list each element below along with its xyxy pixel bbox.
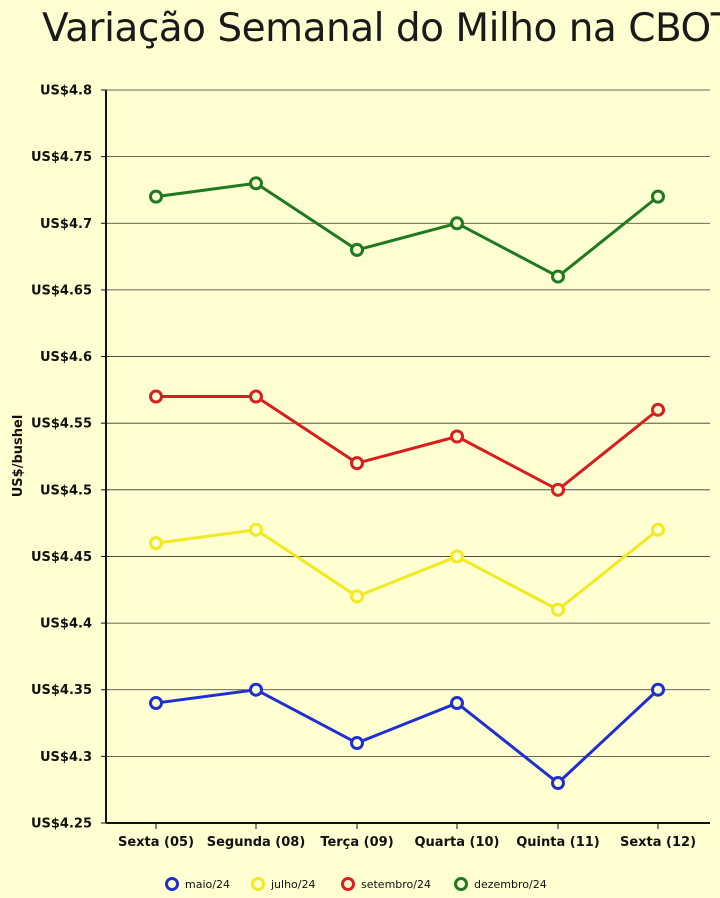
x-tick-label: Segunda (08) [207, 835, 306, 850]
data-point[interactable] [450, 216, 464, 231]
series-line [155, 181, 659, 279]
legend-item[interactable]: setembro/24 [341, 877, 432, 891]
series-line [155, 528, 659, 612]
data-point[interactable] [450, 429, 464, 444]
legend-label: setembro/24 [361, 878, 431, 891]
y-tick-label: US$4.4 [40, 617, 92, 632]
data-point[interactable] [350, 456, 364, 471]
data-point[interactable] [350, 242, 364, 257]
data-point[interactable] [651, 402, 665, 417]
data-point[interactable] [149, 389, 163, 404]
legend-marker [251, 877, 265, 891]
x-tick-label: Quinta (11) [516, 835, 600, 850]
data-point[interactable] [651, 682, 665, 697]
legend-marker [341, 877, 355, 891]
gridlines [106, 89, 710, 824]
legend-label: maio/24 [185, 878, 230, 891]
y-tick-label: US$4.7 [40, 217, 92, 232]
series-line [155, 688, 660, 785]
legend-label: julho/24 [270, 878, 316, 891]
data-point[interactable] [249, 176, 263, 191]
series-lines [149, 176, 665, 791]
data-point[interactable] [551, 269, 565, 284]
chart-title: Variação Semanal do Milho na CBOT [42, 6, 720, 51]
y-tick-label: US$4.45 [31, 550, 92, 565]
y-tick-label: US$4.35 [31, 683, 92, 698]
series-line [156, 395, 659, 492]
series-setembro-24 [149, 389, 665, 497]
y-axis-label: US$/bushel [11, 415, 26, 498]
x-tick-label: Terça (09) [320, 835, 393, 850]
data-point[interactable] [149, 189, 163, 204]
series-julho-24 [149, 522, 665, 617]
data-point[interactable] [551, 482, 565, 497]
legend-item[interactable]: julho/24 [251, 877, 316, 891]
x-tick-label: Sexta (05) [118, 835, 194, 850]
legend-item[interactable]: dezembro/24 [454, 877, 547, 891]
y-tick-label: US$4.55 [31, 417, 92, 432]
data-point[interactable] [249, 389, 263, 404]
data-point[interactable] [651, 189, 665, 204]
data-point[interactable] [249, 682, 263, 697]
y-tick-label: US$4.25 [31, 817, 92, 832]
legend[interactable]: maio/24 julho/24 setembro/24 dezembro/24 [165, 877, 547, 891]
data-point[interactable] [249, 522, 263, 537]
y-tick-label: US$4.6 [40, 350, 92, 365]
series-maio-24 [149, 682, 665, 791]
data-point[interactable] [651, 522, 665, 537]
axes: US$4.25 US$4.3 US$4.35 US$4.4 US$4.45 US$4.5 U… [31, 84, 710, 850]
data-point[interactable] [551, 602, 565, 617]
legend-marker [165, 877, 179, 891]
data-point[interactable] [149, 696, 163, 711]
y-tick-label: US$4.5 [40, 483, 92, 498]
y-tick-label: US$4.3 [40, 750, 92, 765]
y-tick-label: US$4.75 [31, 150, 92, 165]
x-tick-label: Quarta (10) [415, 835, 500, 850]
legend-item[interactable]: maio/24 [165, 877, 230, 891]
y-tick-label: US$4.8 [40, 84, 92, 99]
legend-label: dezembro/24 [474, 878, 547, 891]
data-point[interactable] [350, 589, 364, 604]
x-tick-label: Sexta (12) [620, 835, 696, 850]
data-point[interactable] [149, 536, 163, 551]
y-tick-label: US$4.65 [31, 283, 92, 298]
data-point[interactable] [551, 776, 565, 791]
data-point[interactable] [450, 549, 464, 564]
series-dezembro-24 [149, 176, 665, 284]
legend-marker [454, 877, 468, 891]
data-point[interactable] [450, 696, 464, 711]
data-point[interactable] [350, 736, 364, 751]
